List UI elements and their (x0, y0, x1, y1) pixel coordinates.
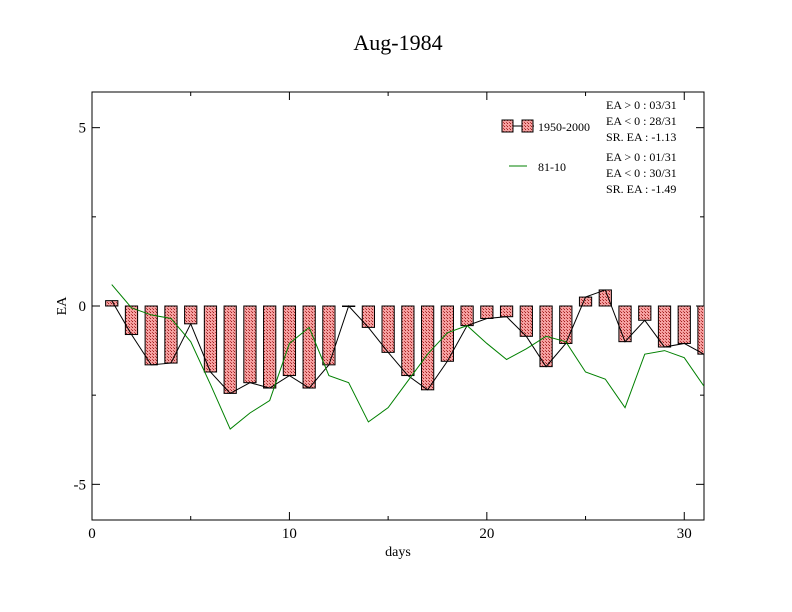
bar-1950-2000-day-31 (697, 305, 704, 355)
series-line-81-10 (111, 284, 704, 430)
y-tick-label: -5 (74, 477, 87, 493)
x-axis-label: days (385, 545, 411, 560)
legend-bar-swatch-left (501, 119, 514, 133)
bar-1950-2000-day-10 (282, 305, 297, 377)
bar-1950-2000-day-24 (559, 305, 573, 344)
y-axis-label: EA (55, 296, 70, 316)
bar-1950-2000-day-21 (499, 305, 514, 318)
y-tick-label: 0 (79, 299, 87, 315)
legend: 1950-2000 81-10 (501, 119, 590, 174)
bar-1950-2000-day-8 (243, 305, 257, 384)
legend-label-81-10: 81-10 (538, 160, 566, 174)
bar-1950-2000-day-28 (638, 305, 652, 321)
bar-1950-2000-day-12 (322, 305, 336, 366)
bar-1950-2000-day-11 (302, 305, 316, 389)
bar-1950-2000-day-17 (420, 305, 435, 391)
stat-group2-sr: SR. EA : -1.49 (606, 182, 676, 196)
legend-label-1950-2000: 1950-2000 (538, 120, 590, 134)
bar-1950-2000-day-25 (578, 296, 593, 307)
stat-group1-positive: EA > 0 : 03/31 (606, 98, 677, 112)
bar-1950-2000-day-26 (598, 289, 612, 307)
stat-group2-positive: EA > 0 : 01/31 (606, 150, 677, 164)
line-series (111, 284, 704, 430)
x-tick-label: 10 (282, 526, 297, 542)
bar-1950-2000-day-15 (381, 305, 395, 353)
legend-bar-swatch-right (521, 119, 534, 133)
bar-1950-2000-day-14 (361, 305, 376, 328)
axis-ticks: 0 10 20 30 -5 0 5 (74, 92, 704, 542)
bar-1950-2000-day-5 (184, 305, 198, 325)
stats-annotations: EA > 0 : 03/31 EA < 0 : 28/31 SR. EA : -… (606, 98, 677, 196)
x-tick-label: 20 (479, 526, 494, 542)
stat-group1-negative: EA < 0 : 28/31 (606, 114, 677, 128)
bar-1950-2000-day-19 (460, 305, 474, 327)
chart-title: Aug-1984 (353, 30, 442, 55)
bar-1950-2000-day-16 (401, 305, 415, 377)
x-tick-label: 0 (88, 526, 96, 542)
stat-group1-sr: SR. EA : -1.13 (606, 130, 676, 144)
bar-1950-2000-day-7 (223, 305, 237, 394)
bar-1950-2000-day-30 (677, 305, 691, 344)
x-tick-label: 30 (677, 526, 692, 542)
bar-1950-2000-day-2 (124, 305, 139, 336)
series-line-1950-2000 (111, 289, 704, 395)
bar-1950-2000-day-20 (480, 305, 494, 319)
bar-series (105, 289, 704, 394)
stat-group2-negative: EA < 0 : 30/31 (606, 166, 677, 180)
y-tick-label: 5 (79, 121, 87, 137)
bar-1950-2000-day-9 (263, 305, 277, 389)
